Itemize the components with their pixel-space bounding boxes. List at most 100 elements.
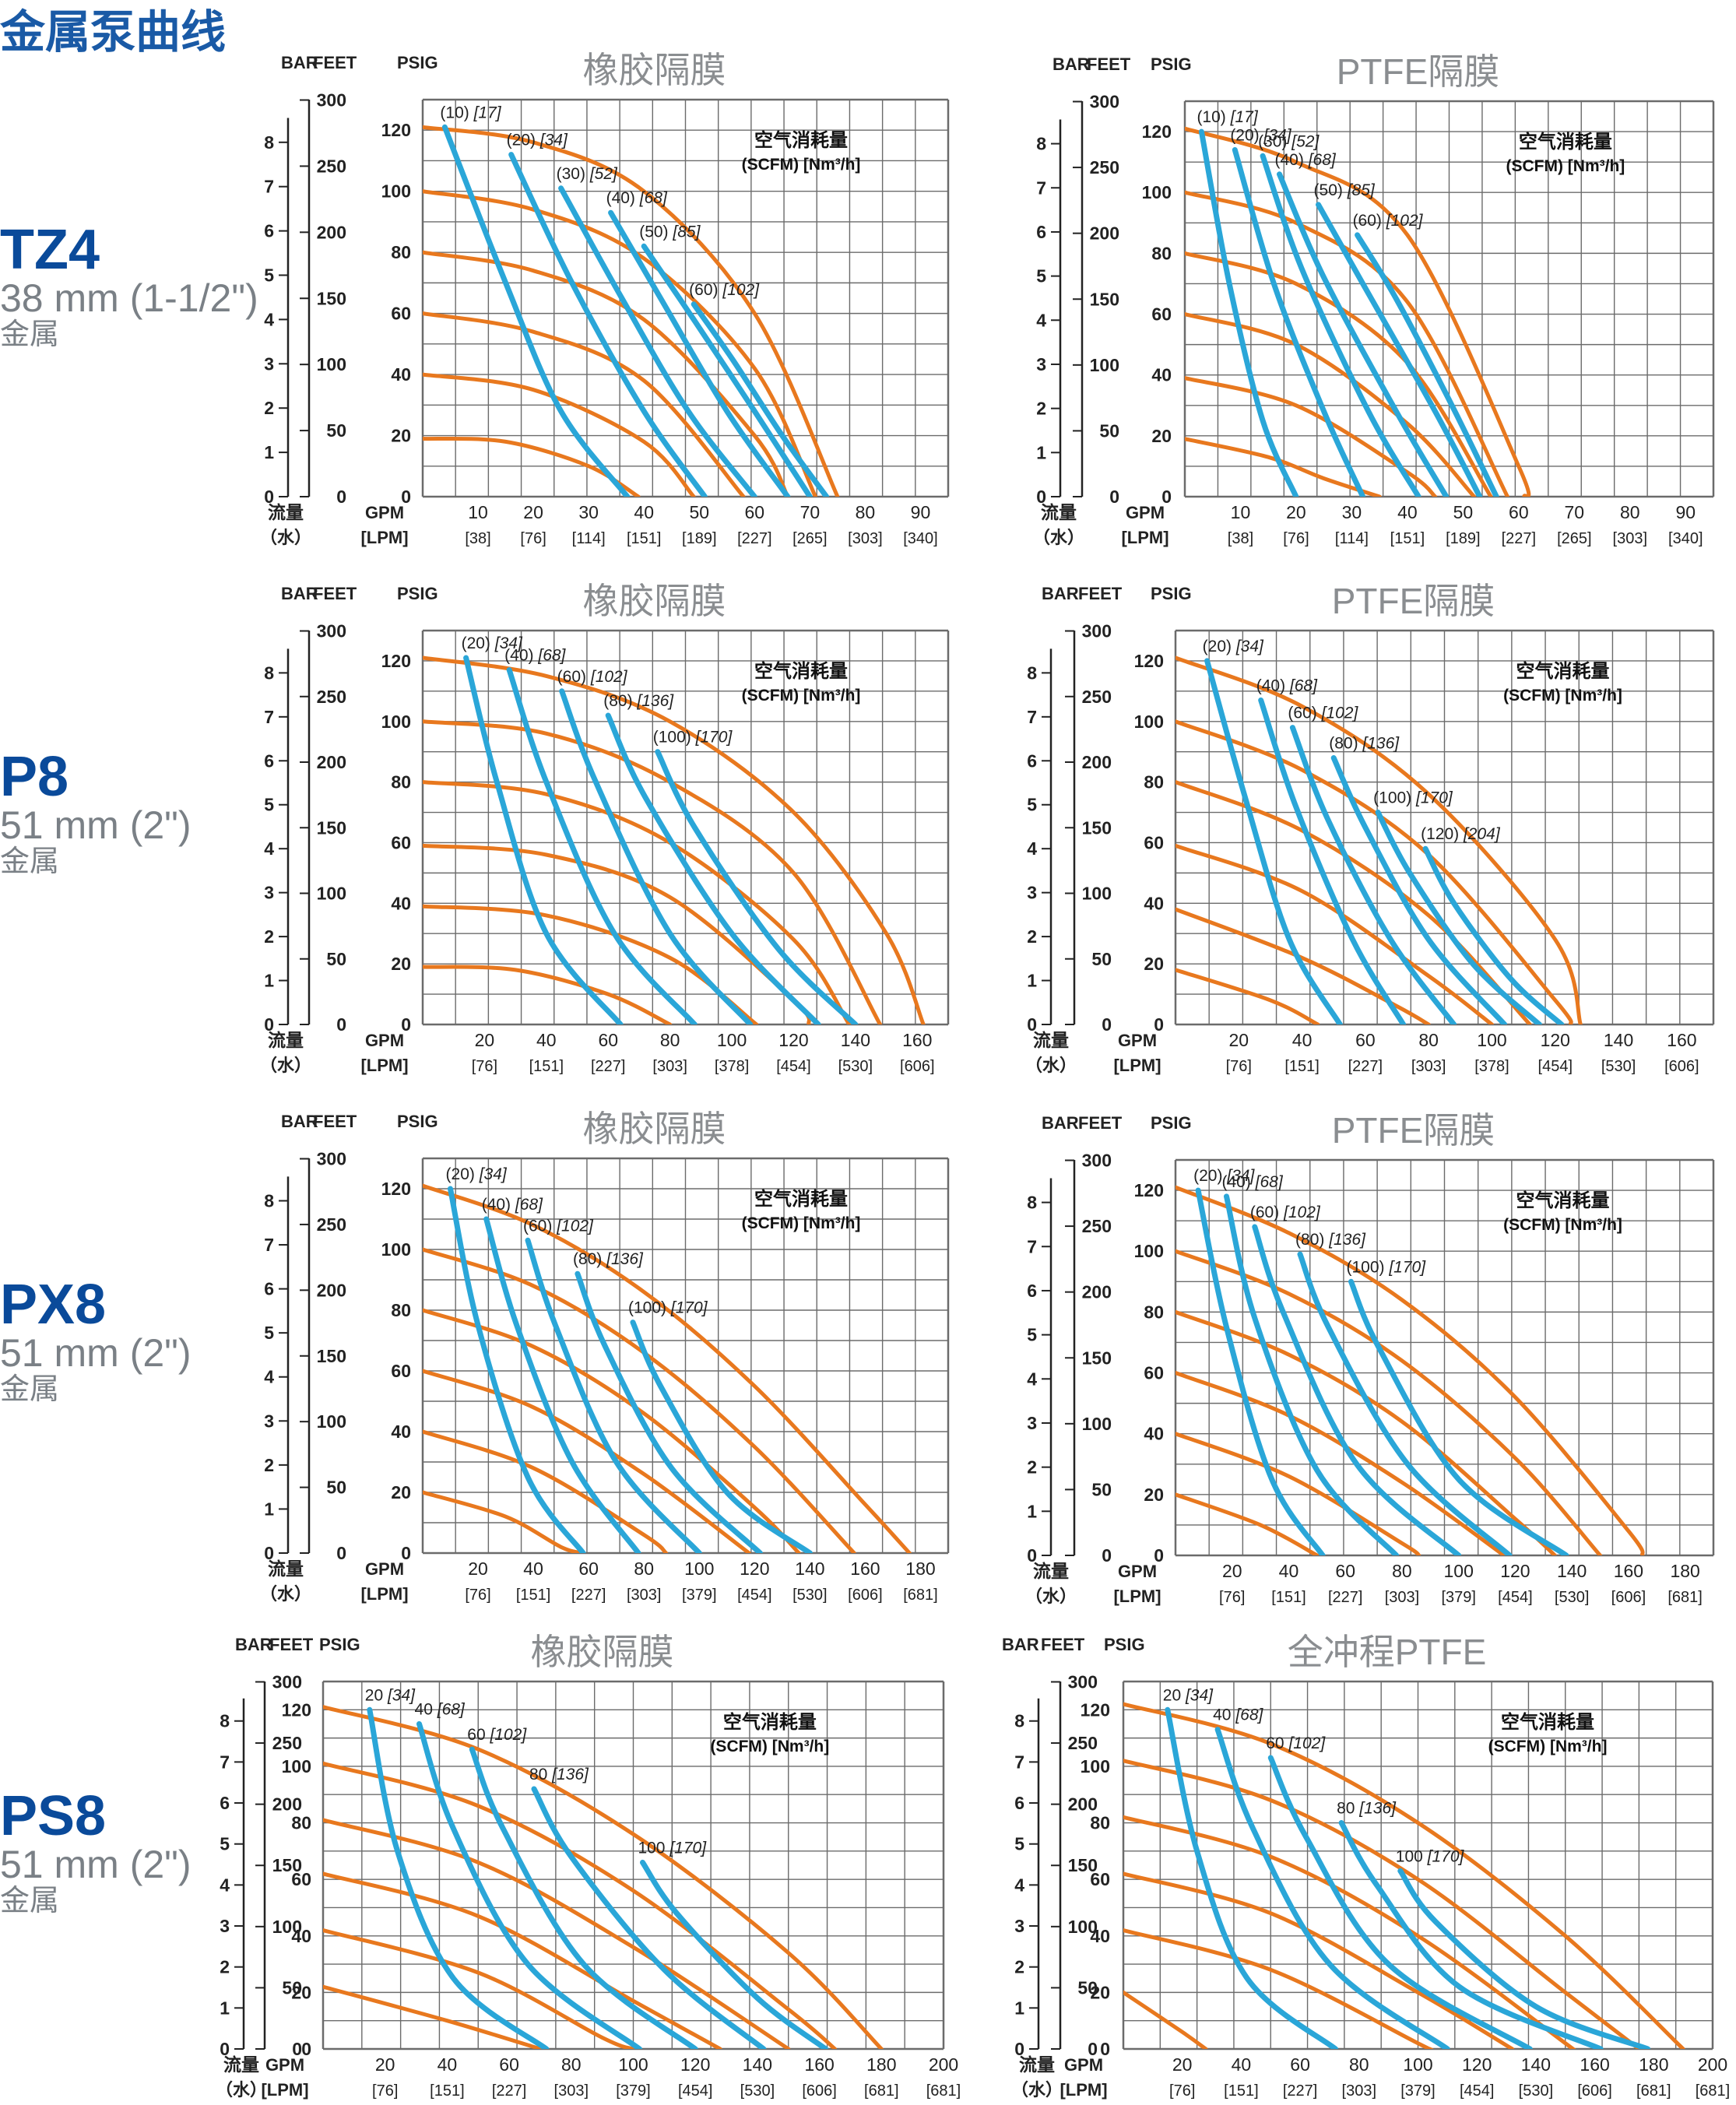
chart-title: 全冲程PTFE: [1288, 1632, 1487, 1672]
gpm-tick-label: 30: [1342, 502, 1362, 522]
gpm-tick-label: 180: [1639, 2054, 1668, 2075]
air-curve: [558, 185, 757, 497]
air-nm3h: [85]: [1347, 181, 1376, 199]
head-curve: [1175, 1249, 1602, 1555]
air-curve-label: 80 [136]: [529, 1766, 589, 1783]
chart-title: 橡胶隔膜: [531, 1632, 674, 1672]
lpm-tick-label: [378]: [715, 1058, 749, 1075]
air-scfm: (80): [1329, 734, 1362, 752]
bar-tick-label: 6: [264, 221, 274, 241]
gpm-tick-label: 10: [1231, 502, 1251, 522]
lpm-tick-label: [76]: [465, 1587, 490, 1604]
air-curve-label: (80) [136]: [603, 692, 674, 710]
gpm-tick-label: 120: [680, 2054, 710, 2075]
plot-area: [423, 1183, 912, 1553]
lpm-tick-label: [379]: [1400, 2082, 1435, 2100]
gpm-tick-label: 200: [929, 2054, 958, 2075]
flow-axis-sublabel: （水）: [260, 1584, 311, 1604]
gpm-tick-label: 80: [856, 502, 876, 522]
air-nm3h: [204]: [1463, 825, 1501, 843]
bar-tick-label: 6: [1027, 750, 1037, 771]
air-curve: [691, 301, 830, 497]
bar-tick-label: 0: [1014, 2039, 1024, 2059]
air-curve-label: 40 [68]: [415, 1700, 466, 1718]
psig-tick-label: 120: [1134, 1180, 1164, 1200]
air-consumption-units: (SCFM) [Nm³/h]: [742, 156, 861, 174]
lpm-axis-label: [LPM]: [261, 2080, 308, 2100]
bar-tick-label: 7: [1027, 1236, 1037, 1256]
air-nm3h: [170]: [1427, 1847, 1465, 1865]
feet-tick-label: 50: [1099, 420, 1119, 441]
feet-axis-header: FEET: [1078, 584, 1123, 603]
feet-tick-label: 200: [1082, 752, 1112, 772]
air-curve-label: (40) [68]: [504, 647, 566, 665]
air-curve: [448, 1186, 586, 1553]
lpm-tick-label: [76]: [1226, 1058, 1252, 1075]
lpm-tick-label: [227]: [737, 530, 771, 547]
feet-tick-label: 0: [1088, 2039, 1098, 2059]
air-scfm: 100: [638, 1839, 669, 1857]
gpm-tick-label: 100: [1477, 1030, 1506, 1050]
psig-tick-label: 100: [1134, 1241, 1164, 1261]
bar-tick-label: 5: [1027, 1325, 1037, 1345]
lpm-tick-label: [227]: [1502, 530, 1536, 547]
bar-tick-label: 4: [264, 1367, 274, 1387]
gpm-tick-label: 40: [634, 502, 654, 522]
feet-tick-label: 150: [1082, 817, 1112, 838]
pump-label-ps8: PS8 51 mm (2") 金属: [0, 1788, 192, 1917]
flow-axis-label: 流量: [1033, 1030, 1069, 1050]
gpm-tick-label: 60: [745, 502, 765, 522]
lpm-tick-label: [454]: [678, 2082, 712, 2100]
air-curve: [1267, 1755, 1533, 2049]
air-nm3h: [68]: [639, 189, 668, 207]
air-nm3h: [170]: [670, 1299, 708, 1317]
air-curve-label: (10) [17]: [440, 104, 501, 121]
air-curve: [1375, 810, 1542, 1024]
air-curve: [441, 124, 631, 497]
lpm-tick-label: [606]: [802, 2082, 836, 2100]
air-nm3h: [34]: [539, 132, 568, 149]
psig-tick-label: 20: [1144, 1485, 1164, 1505]
gpm-tick-label: 40: [1292, 1030, 1313, 1050]
air-nm3h: [102]: [1386, 212, 1424, 230]
gpm-tick-label: 160: [804, 2054, 834, 2075]
feet-axis-header: FEET: [313, 1112, 357, 1131]
lpm-tick-label: [530]: [1555, 1589, 1589, 1606]
air-curve-label: (60) [102]: [557, 668, 628, 686]
air-scfm: (20): [1230, 127, 1263, 145]
air-curve: [1165, 1706, 1338, 2049]
bar-tick-label: 4: [1027, 1369, 1037, 1389]
gpm-tick-label: 100: [1403, 2054, 1432, 2075]
feet-tick-label: 200: [1090, 223, 1119, 244]
lpm-tick-label: [76]: [472, 1058, 497, 1075]
gpm-tick-label: 140: [1521, 2054, 1551, 2075]
air-curve-label: 100 [170]: [638, 1839, 707, 1857]
lpm-tick-label: [76]: [1219, 1589, 1245, 1606]
air-curve-label: (60) [102]: [1288, 705, 1358, 722]
pump-label-p8: P8 51 mm (2") 金属: [0, 749, 192, 878]
head-curve: [1175, 1492, 1320, 1555]
bar-tick-label: 7: [1027, 707, 1037, 727]
psig-tick-label: 0: [401, 1014, 411, 1035]
lpm-tick-label: [151]: [1224, 2082, 1258, 2100]
flow-axis-sublabel: （水）: [1011, 2080, 1063, 2100]
gpm-tick-label: 20: [375, 2054, 395, 2075]
lpm-tick-label: [530]: [1519, 2082, 1553, 2100]
air-nm3h: [136]: [1362, 734, 1400, 752]
gpm-tick-label: 120: [740, 1559, 769, 1579]
lpm-tick-label: [303]: [1411, 1058, 1446, 1075]
flow-axis-label: 流量: [1041, 502, 1077, 522]
air-nm3h: [102]: [489, 1726, 527, 1744]
lpm-tick-label: [340]: [903, 530, 937, 547]
feet-tick-label: 250: [1068, 1733, 1098, 1753]
air-consumption-units: (SCFM) [Nm³/h]: [1488, 1738, 1608, 1755]
bar-axis-header: BAR: [1042, 584, 1079, 603]
psig-tick-label: 20: [1144, 954, 1164, 974]
head-curve: [1123, 1759, 1641, 2049]
head-curve: [423, 1369, 751, 1553]
feet-tick-label: 200: [317, 752, 346, 772]
air-curve: [525, 1237, 702, 1553]
gpm-tick-label: 140: [841, 1030, 870, 1050]
psig-tick-label: 80: [391, 242, 411, 262]
